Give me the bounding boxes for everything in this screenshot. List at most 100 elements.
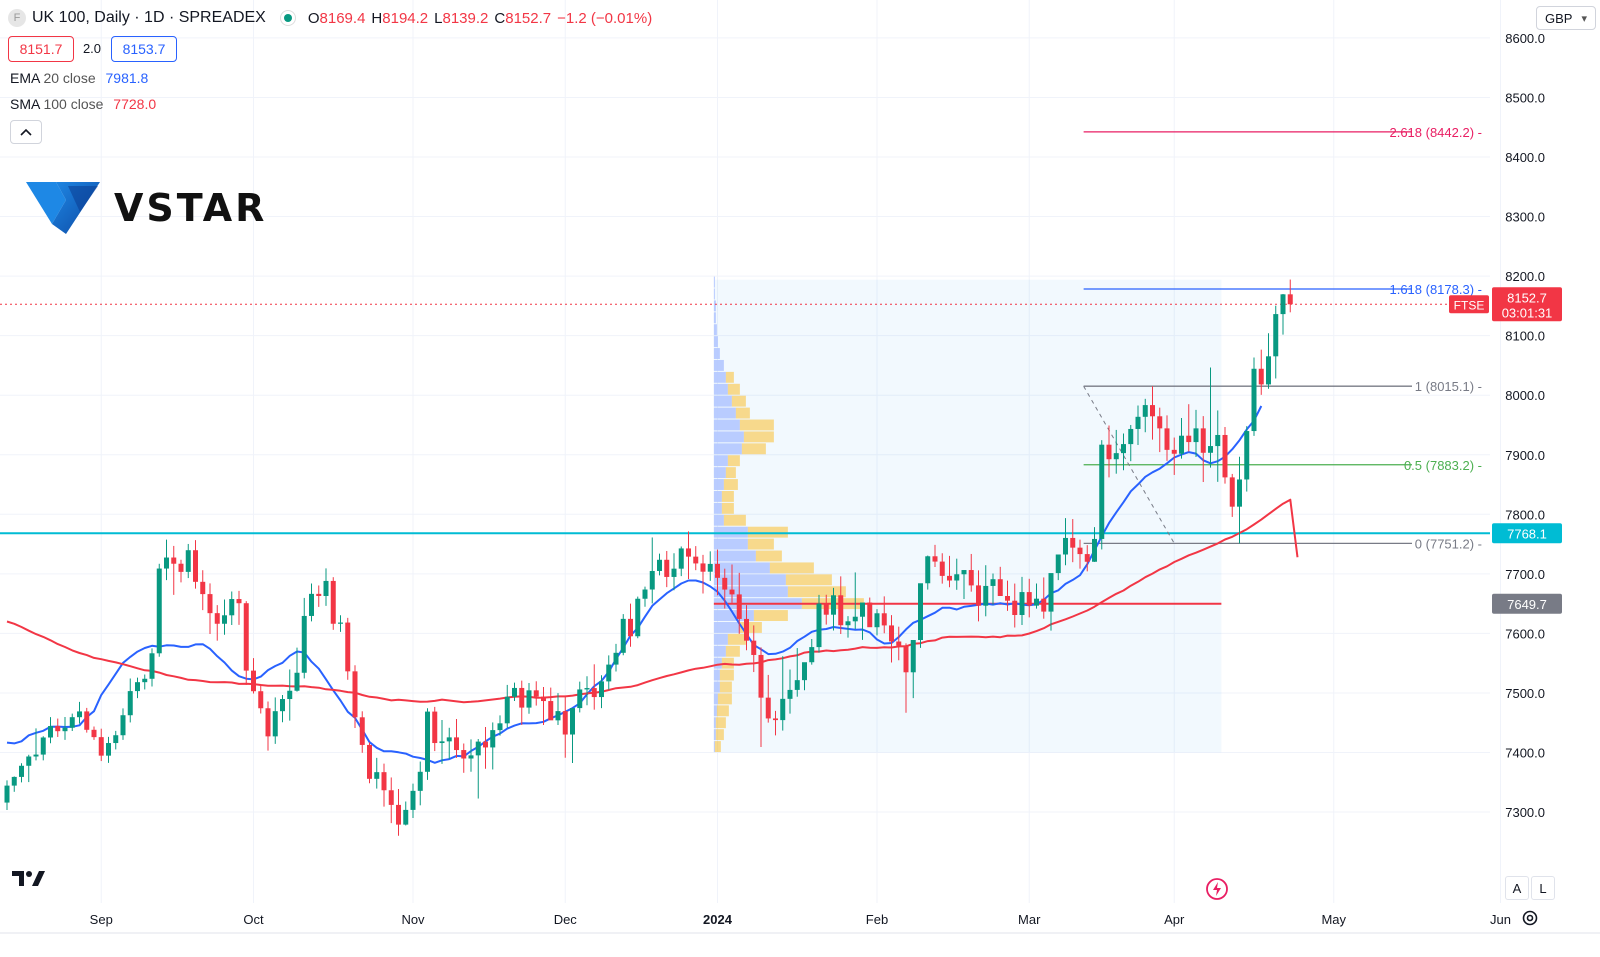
candle-up	[599, 681, 604, 698]
candle-up	[294, 672, 300, 691]
volume-profile-bar-down	[769, 562, 814, 574]
volume-profile-bar-up	[713, 359, 724, 371]
ema-legend[interactable]: EMA 20 close 7981.8	[10, 70, 148, 86]
volume-profile-bar-down	[743, 431, 774, 443]
volume-profile-bar-down	[731, 395, 746, 407]
volume-profile-bar-up	[713, 526, 748, 538]
collapse-legend-button[interactable]	[10, 120, 42, 144]
currency-select[interactable]: GBP	[1536, 6, 1596, 30]
candle-down	[1012, 600, 1018, 615]
candle-up	[570, 708, 575, 735]
candle-up	[113, 735, 119, 744]
y-tick-label: 7500.0	[1505, 686, 1545, 701]
symbol-title[interactable]: UK 100, Daily · 1D · SPREADEX	[32, 9, 266, 26]
candle-down	[258, 691, 264, 709]
ema-value: 7981.8	[105, 70, 149, 86]
candle-down	[330, 580, 336, 624]
buy-price-box[interactable]: 8153.7	[111, 36, 177, 62]
candle-up	[475, 741, 481, 756]
auto-scale-button[interactable]: A	[1505, 876, 1529, 900]
candle-down	[541, 696, 546, 702]
volume-profile-bar-up	[713, 490, 722, 502]
candle-up	[374, 772, 380, 779]
candle-down	[432, 711, 438, 744]
candle-up	[809, 647, 815, 663]
candle-down	[265, 708, 271, 737]
y-tick-label: 7700.0	[1505, 567, 1545, 582]
sma-legend[interactable]: SMA 100 close 7728.0	[10, 96, 156, 112]
candle-down	[1229, 477, 1235, 507]
candle-down	[91, 729, 97, 738]
candle-up	[780, 698, 786, 721]
tradingview-logo[interactable]	[12, 870, 46, 893]
volume-profile-bar-down	[723, 479, 738, 490]
open-label: O	[307, 9, 320, 27]
market-status-icon[interactable]	[279, 10, 296, 26]
candle-down	[1026, 592, 1032, 606]
volume-profile-bar-down	[721, 502, 734, 514]
y-tick-label: 8400.0	[1505, 150, 1545, 165]
candle-up	[577, 689, 583, 709]
candle-up	[1092, 538, 1097, 562]
candle-up	[678, 548, 684, 569]
candle-down	[823, 603, 829, 615]
bolt-icon[interactable]	[1205, 877, 1229, 906]
candle-down	[1287, 294, 1293, 305]
volume-profile-bar-up	[713, 383, 728, 395]
candle-down	[178, 563, 184, 572]
y-tick-label: 7400.0	[1505, 746, 1545, 761]
log-scale-button[interactable]: L	[1531, 876, 1555, 900]
candle-up	[1142, 405, 1148, 417]
candle-up	[1034, 598, 1039, 606]
candle-down	[519, 687, 525, 708]
candle-up	[1121, 444, 1126, 454]
volume-profile-bar-up	[713, 467, 726, 479]
poc-price-label: 7649.7	[1507, 597, 1547, 612]
fib-label-1.618: 1.618 (8178.3) -	[1389, 282, 1482, 297]
candle-down	[84, 711, 90, 730]
candle-down	[1084, 554, 1090, 562]
volume-profile-bar-down	[721, 490, 734, 502]
candle-up	[1179, 435, 1184, 454]
candle-down	[729, 589, 735, 595]
candle-up	[309, 593, 314, 616]
change-value: −1.2 (−0.01%)	[557, 9, 653, 27]
y-tick-label: 7900.0	[1505, 448, 1545, 463]
candle-down	[1077, 547, 1083, 555]
sell-price-box[interactable]: 8151.7	[8, 36, 74, 62]
candle-down	[736, 594, 742, 619]
candle-up	[1128, 428, 1134, 445]
volume-profile-bar-up	[713, 502, 722, 514]
candle-down	[207, 594, 213, 614]
candle-down	[715, 563, 720, 578]
candle-up	[77, 711, 82, 718]
candle-up	[425, 711, 430, 772]
candle-up	[1244, 431, 1250, 480]
candle-up	[584, 688, 590, 690]
candle-up	[222, 615, 227, 624]
candle-up	[606, 664, 612, 682]
candle-up	[164, 557, 169, 569]
volume-profile-bar-up	[713, 693, 718, 705]
volume-profile-bar-down	[725, 645, 740, 657]
candle-down	[359, 717, 365, 745]
candle-up	[1215, 434, 1221, 447]
x-tick-label: Sep	[90, 912, 113, 927]
volume-profile-bar-down	[715, 729, 724, 741]
volume-profile-bar-up	[713, 312, 716, 324]
vstar-logo-icon	[26, 182, 100, 234]
volume-profile-bar-up	[713, 586, 788, 598]
volume-profile-bar-up	[713, 550, 756, 562]
volume-profile-bar-down	[727, 633, 746, 645]
volume-profile-bar-up	[713, 729, 716, 741]
candle-up	[954, 574, 960, 581]
tradingview-icon	[12, 871, 45, 886]
settings-gear-icon[interactable]	[1520, 908, 1540, 933]
volume-profile-bar-up	[713, 419, 740, 431]
candle-up	[831, 595, 836, 615]
candle-down	[947, 575, 952, 581]
volume-profile-bar-down	[716, 705, 729, 717]
volume-profile-bar-down	[739, 419, 774, 431]
candle-up	[526, 690, 532, 708]
